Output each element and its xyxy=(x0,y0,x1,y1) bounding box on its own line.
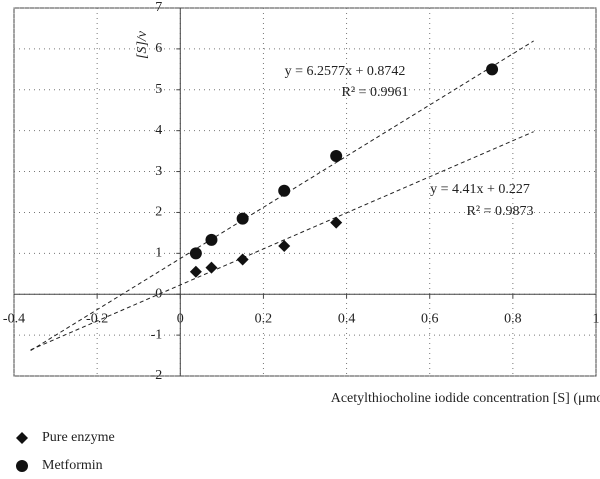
point xyxy=(330,216,343,229)
point xyxy=(205,233,218,246)
trendline-r2: R² = 0.9873 xyxy=(467,204,534,219)
x-tick-label: -0.4 xyxy=(3,311,25,326)
trendline-equation: y = 4.41x + 0.227 xyxy=(430,182,530,197)
point xyxy=(205,261,218,274)
point xyxy=(330,150,343,163)
legend-label: Metformin xyxy=(42,458,103,473)
point xyxy=(278,184,291,197)
trendline xyxy=(30,131,534,351)
point xyxy=(189,247,202,260)
x-tick-label: 0.6 xyxy=(421,311,439,326)
y-tick-label: 4 xyxy=(155,123,162,138)
point xyxy=(236,212,249,225)
y-tick-label: 7 xyxy=(155,0,162,15)
y-tick-label: -2 xyxy=(151,368,163,383)
legend-label: Pure enzyme xyxy=(42,430,115,445)
y-tick-label: 6 xyxy=(155,41,162,56)
trendline-equation: y = 6.2577x + 0.8742 xyxy=(285,64,406,79)
point xyxy=(236,253,249,266)
x-axis-label: Acetylthiocholine iodide concentration [… xyxy=(331,391,600,406)
x-tick-label: -0.2 xyxy=(86,311,108,326)
x-tick-label: 0.8 xyxy=(504,311,522,326)
trendline-r2: R² = 0.9961 xyxy=(342,85,409,100)
legend-marker xyxy=(16,460,28,472)
x-tick-label: 0.2 xyxy=(255,311,273,326)
legend-marker xyxy=(16,432,28,444)
y-tick-label: 2 xyxy=(155,205,162,220)
y-tick-label: 1 xyxy=(155,246,162,261)
y-tick-label: 5 xyxy=(155,82,162,97)
y-tick-label: -1 xyxy=(151,327,163,342)
y-tick-label: 3 xyxy=(155,164,162,179)
point xyxy=(278,239,291,252)
x-tick-label: 0.4 xyxy=(338,311,356,326)
point xyxy=(189,265,202,278)
x-tick-label: 1 xyxy=(593,311,600,326)
point xyxy=(486,63,499,76)
y-axis-label: [S]/ν xyxy=(135,30,150,59)
